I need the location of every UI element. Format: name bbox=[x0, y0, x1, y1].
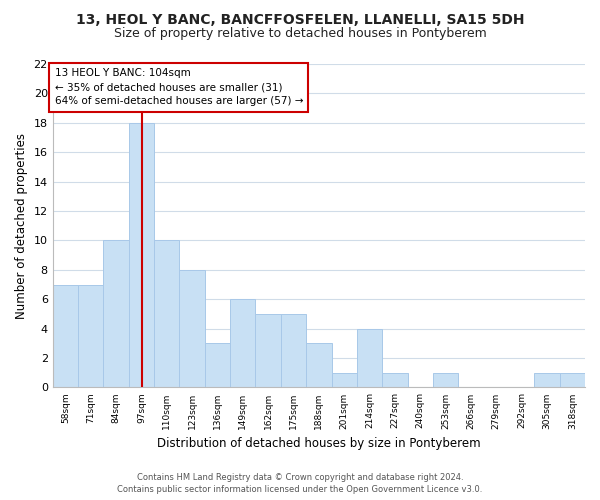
Bar bbox=[382, 372, 407, 388]
Bar bbox=[256, 314, 281, 388]
Bar bbox=[357, 328, 382, 388]
Bar bbox=[53, 284, 78, 388]
Bar bbox=[154, 240, 179, 388]
Bar bbox=[332, 372, 357, 388]
Bar bbox=[535, 372, 560, 388]
Bar bbox=[281, 314, 306, 388]
Bar bbox=[129, 123, 154, 388]
Bar bbox=[306, 344, 332, 388]
Y-axis label: Number of detached properties: Number of detached properties bbox=[15, 132, 28, 318]
Bar bbox=[103, 240, 129, 388]
Bar bbox=[179, 270, 205, 388]
Text: 13, HEOL Y BANC, BANCFFOSFELEN, LLANELLI, SA15 5DH: 13, HEOL Y BANC, BANCFFOSFELEN, LLANELLI… bbox=[76, 12, 524, 26]
Bar bbox=[205, 344, 230, 388]
X-axis label: Distribution of detached houses by size in Pontyberem: Distribution of detached houses by size … bbox=[157, 437, 481, 450]
Bar bbox=[230, 299, 256, 388]
Text: Size of property relative to detached houses in Pontyberem: Size of property relative to detached ho… bbox=[113, 28, 487, 40]
Text: 13 HEOL Y BANC: 104sqm
← 35% of detached houses are smaller (31)
64% of semi-det: 13 HEOL Y BANC: 104sqm ← 35% of detached… bbox=[55, 68, 303, 106]
Bar bbox=[78, 284, 103, 388]
Text: Contains HM Land Registry data © Crown copyright and database right 2024.
Contai: Contains HM Land Registry data © Crown c… bbox=[118, 472, 482, 494]
Bar bbox=[433, 372, 458, 388]
Bar bbox=[560, 372, 585, 388]
